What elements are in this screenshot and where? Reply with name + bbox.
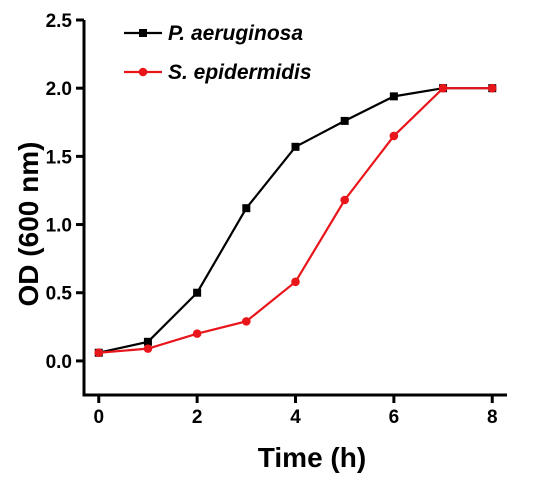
ticks: 0.0 0.5 1.0 1.5 2.0 2.5 0 2 4 6 8 xyxy=(46,11,498,428)
data-point xyxy=(340,195,349,205)
series-line xyxy=(98,87,493,354)
data-point xyxy=(389,92,398,101)
y-tick-label: 1.0 xyxy=(46,216,72,237)
y-axis-title: OD (600 nm) xyxy=(13,142,44,307)
data-point xyxy=(291,142,300,151)
y-tick-label: 2.0 xyxy=(46,79,72,100)
series-layer xyxy=(94,83,497,358)
x-axis-title: Time (h) xyxy=(258,442,366,473)
series-1 xyxy=(94,84,497,357)
y-tick-label: 2.5 xyxy=(46,11,73,32)
data-point xyxy=(389,131,399,141)
x-tick-label: 0 xyxy=(93,407,104,428)
data-point xyxy=(487,83,497,93)
data-point xyxy=(143,337,152,346)
data-point xyxy=(438,83,448,93)
x-tick-label: 8 xyxy=(487,407,498,428)
data-point xyxy=(340,116,349,125)
data-point xyxy=(291,277,300,287)
legend-item-2: S. epidermidis xyxy=(124,61,312,84)
y-tick-label: 0.0 xyxy=(46,352,72,373)
legend: P. aeruginosa S. epidermidis xyxy=(124,22,312,84)
series-line xyxy=(98,87,493,354)
data-point xyxy=(192,329,202,338)
data-point xyxy=(94,348,104,358)
x-tick-label: 6 xyxy=(389,407,400,428)
data-point xyxy=(242,204,251,213)
data-point xyxy=(143,344,153,353)
series-2 xyxy=(94,83,497,358)
x-tick-label: 4 xyxy=(290,407,301,428)
y-tick-label: 0.5 xyxy=(46,284,73,305)
x-tick-label: 2 xyxy=(192,407,203,428)
legend-marker xyxy=(139,29,147,37)
legend-label: S. epidermidis xyxy=(168,61,312,84)
data-point xyxy=(242,317,251,326)
legend-marker xyxy=(138,67,148,77)
data-point xyxy=(193,288,202,297)
y-tick-label: 1.5 xyxy=(46,147,73,168)
legend-item-1: P. aeruginosa xyxy=(124,22,303,45)
legend-label: P. aeruginosa xyxy=(168,22,303,45)
